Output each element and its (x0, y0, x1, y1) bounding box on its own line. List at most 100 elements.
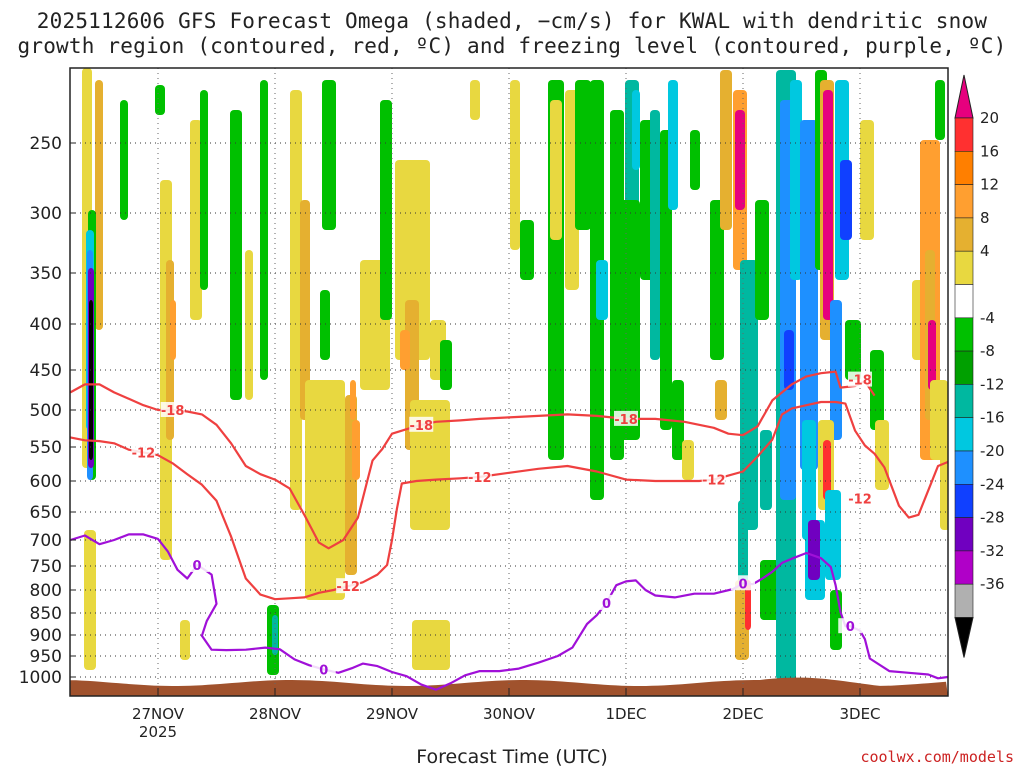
y-tick-label: 450 (30, 361, 62, 381)
colorbar-swatch (954, 517, 974, 552)
contour-label-bg (185, 556, 209, 572)
x-tick-label: 27NOV (132, 705, 185, 723)
contour-label-bg (311, 661, 336, 677)
colorbar-label: 20 (980, 109, 999, 127)
omega-cell (935, 80, 945, 140)
omega-cell (410, 400, 450, 530)
omega-cell (352, 420, 360, 480)
omega-cell (520, 220, 534, 280)
omega-cell (89, 300, 93, 460)
omega-cell (155, 85, 165, 115)
colorbar-label: -16 (980, 409, 1005, 427)
y-tick-label: 650 (30, 503, 62, 523)
omega-cell (300, 200, 310, 420)
omega-cell (823, 90, 833, 320)
omega-cell (755, 200, 769, 320)
omega-cell (470, 80, 480, 120)
omega-cell (120, 100, 128, 220)
contour-label-bg (701, 471, 726, 487)
omega-cell (928, 320, 936, 390)
omega-cell (715, 380, 727, 420)
contour-label: -18 (410, 419, 434, 434)
omega-cell (395, 160, 430, 360)
omega-cell (170, 300, 176, 360)
credit-link[interactable]: coolwx.com/models (860, 748, 1014, 766)
colorbar-label: -4 (980, 309, 995, 327)
y-tick-label: 750 (30, 557, 62, 577)
contour-label-bg (131, 444, 156, 460)
colorbar-label: 8 (980, 209, 990, 227)
omega-shading (82, 68, 948, 680)
y-tick-label: 300 (30, 204, 62, 224)
omega-cell (682, 440, 694, 480)
omega-cell (596, 260, 608, 320)
omega-cell (672, 380, 684, 460)
omega-cell (650, 110, 660, 360)
contour-label-bg (614, 410, 638, 426)
chart-title-line1: 2025112606 GFS Forecast Omega (shaded, −… (36, 9, 988, 33)
omega-cell (320, 290, 330, 360)
contour-label: -12 (702, 474, 726, 489)
omega-cell (632, 90, 640, 170)
omega-cell (230, 110, 242, 400)
y-tick-label: 600 (30, 472, 62, 492)
omega-cell (550, 100, 562, 240)
contour-label: 0 (738, 577, 747, 592)
omega-cell (845, 320, 861, 380)
omega-cell (802, 420, 816, 540)
y-tick-label: 500 (30, 401, 62, 421)
omega-cell (740, 260, 758, 530)
colorbar-arrow-bottom (954, 617, 974, 658)
ground-fill (70, 677, 948, 696)
x-tick-label: 1DEC (605, 705, 646, 723)
contour-label: -12 (848, 492, 872, 507)
chart-title-line2: growth region (contoured, red, ºC) and f… (17, 34, 1007, 58)
omega-cell (800, 120, 818, 470)
y-tick-label: 1000 (19, 668, 62, 688)
y-axis-ticks: 2503003504004505005506006507007508008509… (19, 134, 76, 688)
contour-label-bg (336, 578, 361, 594)
colorbar-swatch (954, 384, 974, 418)
y-tick-label: 400 (30, 315, 62, 335)
contour-label: 0 (602, 597, 611, 612)
omega-cell (84, 530, 96, 670)
colorbar-swatch (954, 250, 974, 285)
omega-cell (430, 620, 450, 670)
omega-cell (690, 130, 700, 190)
colorbar-swatch (954, 350, 974, 385)
x-tick-label: 2DEC (722, 705, 763, 723)
omega-cell (840, 160, 852, 240)
y-tick-label: 700 (30, 531, 62, 551)
colorbar-swatch (954, 317, 974, 352)
omega-cell (380, 100, 392, 320)
x-tick-label: 28NOV (249, 705, 302, 723)
omega-cell (860, 120, 874, 240)
omega-cell (668, 80, 678, 210)
omega-cell (745, 580, 751, 630)
colorbar-label: -32 (980, 542, 1005, 560)
x-tick-label: 3DEC (839, 705, 880, 723)
contour-label-bg (848, 371, 872, 387)
omega-cell (790, 80, 802, 280)
x-axis-label: Forecast Time (UTC) (416, 746, 608, 768)
omega-cell (720, 70, 732, 230)
omega-cell (400, 330, 410, 370)
colorbar-label: -28 (980, 509, 1005, 527)
contour-label-bg (594, 594, 619, 610)
y-tick-label: 800 (30, 581, 62, 601)
omega-cell (940, 450, 948, 530)
colorbar-label: -20 (980, 442, 1005, 460)
y-tick-label: 950 (30, 647, 62, 667)
colorbar-swatch (954, 450, 974, 485)
omega-cell (808, 520, 820, 580)
colorbar-label: 4 (980, 242, 990, 260)
colorbar-swatch (954, 583, 974, 618)
omega-cell (575, 80, 591, 230)
colorbar-label: -8 (980, 342, 995, 360)
contour-label: -18 (161, 404, 185, 419)
contour-label-bg (848, 490, 872, 506)
omega-cell (95, 80, 103, 330)
omega-cell (510, 80, 520, 250)
omega-cell (245, 250, 253, 400)
